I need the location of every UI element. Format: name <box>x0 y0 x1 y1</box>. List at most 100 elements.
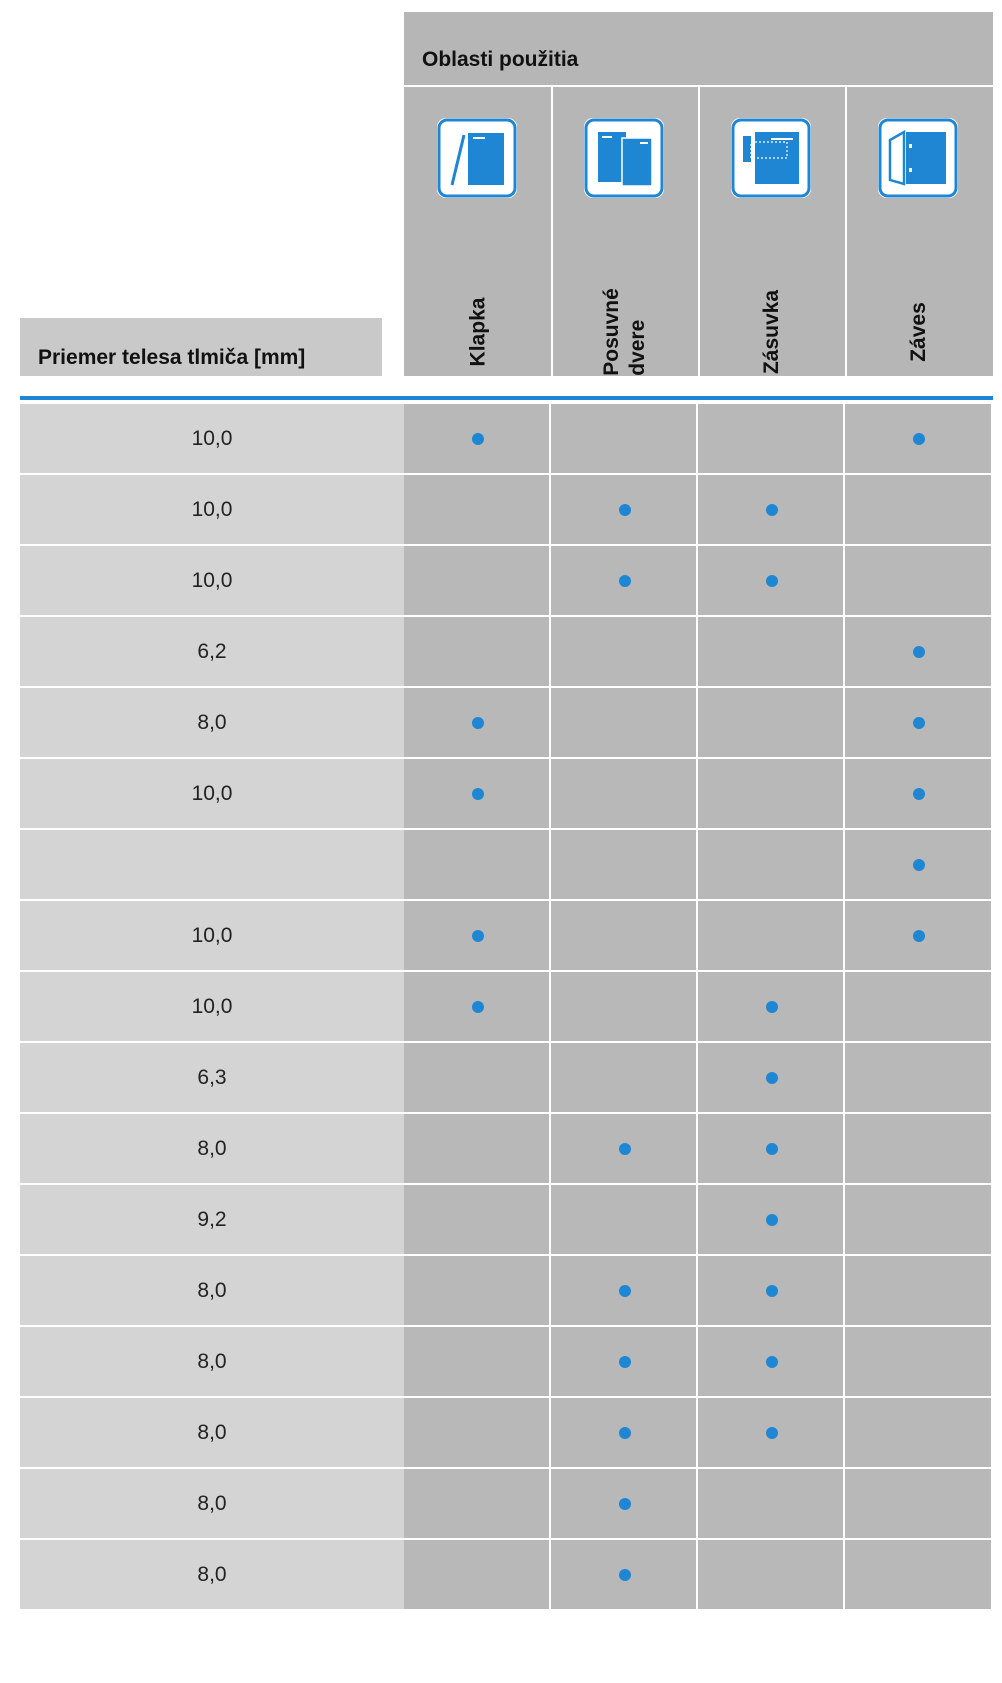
application-cell <box>404 688 549 757</box>
application-cell <box>404 546 549 615</box>
header-rule <box>20 396 993 400</box>
application-cell <box>845 688 991 757</box>
diameter-cell: 6,3 <box>20 1043 404 1112</box>
diameter-value: 10,0 <box>191 497 233 521</box>
application-cell <box>551 1043 696 1112</box>
column-divider <box>551 87 553 376</box>
applicable-dot <box>766 1426 778 1439</box>
applicable-dot <box>472 716 484 729</box>
application-cell <box>551 1185 696 1254</box>
application-cell <box>404 617 549 686</box>
applicable-dot <box>766 1071 778 1084</box>
diameter-cell: 6,2 <box>20 617 404 686</box>
applicable-dot <box>472 432 484 445</box>
application-cell <box>551 1469 696 1538</box>
diameter-cell: 8,0 <box>20 1469 404 1538</box>
applicable-dot <box>766 1355 778 1368</box>
table-row: 8,0 <box>20 1398 993 1467</box>
applicable-dot <box>766 574 778 587</box>
diameter-value: 8,0 <box>197 1562 227 1586</box>
column-label-drawer: Zásuvka <box>760 289 783 375</box>
column-label-flap: Klapka <box>466 297 489 367</box>
diameter-value: 8,0 <box>197 1278 227 1302</box>
diameter-value: 9,2 <box>197 1207 227 1231</box>
application-cell <box>404 1398 549 1467</box>
diameter-value: 10,0 <box>191 426 233 450</box>
diameter-cell: 9,2 <box>20 1185 404 1254</box>
application-cell <box>551 1540 696 1609</box>
diameter-cell <box>20 830 404 899</box>
column-label-sliding-door: Posuvné dvere <box>551 288 699 376</box>
application-cell <box>551 1256 696 1325</box>
diameter-cell: 10,0 <box>20 404 404 473</box>
diameter-cell: 8,0 <box>20 688 404 757</box>
application-cell <box>404 1185 549 1254</box>
application-cell <box>698 617 843 686</box>
application-areas-header: Oblasti použitia <box>404 12 993 376</box>
application-cell <box>845 901 991 970</box>
table-row: 8,0 <box>20 688 993 757</box>
diameter-value: 8,0 <box>197 1136 227 1160</box>
diameter-cell: 8,0 <box>20 1398 404 1467</box>
hinge-icon <box>878 118 958 198</box>
application-cell <box>551 404 696 473</box>
application-cell <box>845 546 991 615</box>
table-row: 10,0 <box>20 901 993 970</box>
application-cell <box>551 475 696 544</box>
diameter-value: 10,0 <box>191 994 233 1018</box>
application-cell <box>698 1327 843 1396</box>
diameter-value: 10,0 <box>191 781 233 805</box>
diameter-cell: 10,0 <box>20 901 404 970</box>
applicable-dot <box>766 503 778 516</box>
table-row: 10,0 <box>20 972 993 1041</box>
application-cell <box>698 972 843 1041</box>
application-cell <box>404 1256 549 1325</box>
applicable-dot <box>619 1284 631 1297</box>
table-row: 10,0 <box>20 759 993 828</box>
applicable-dot <box>472 929 484 942</box>
header-separator <box>404 85 993 87</box>
application-cell <box>845 1327 991 1396</box>
application-cell <box>551 901 696 970</box>
diameter-cell: 10,0 <box>20 972 404 1041</box>
drawer-icon <box>731 118 811 198</box>
application-cell <box>698 1256 843 1325</box>
application-cell <box>698 1114 843 1183</box>
diameter-value: 6,2 <box>197 639 227 663</box>
application-cell <box>698 688 843 757</box>
diameter-value: 6,3 <box>197 1065 227 1089</box>
application-cell <box>551 546 696 615</box>
diameter-cell: 10,0 <box>20 759 404 828</box>
application-cell <box>404 1540 549 1609</box>
application-cell <box>551 688 696 757</box>
application-cell <box>845 1185 991 1254</box>
table-row: 10,0 <box>20 546 993 615</box>
diameter-header-label: Priemer telesa tlmiča [mm] <box>38 346 306 369</box>
application-cell <box>404 1043 549 1112</box>
table-row: 6,2 <box>20 617 993 686</box>
applicable-dot <box>619 1568 631 1581</box>
applicable-dot <box>766 1284 778 1297</box>
sliding-door-icon <box>584 118 664 198</box>
application-cell <box>698 1540 843 1609</box>
application-areas-title: Oblasti použitia <box>422 48 579 71</box>
application-cell <box>845 404 991 473</box>
applicable-dot <box>913 787 925 800</box>
table-row: 8,0 <box>20 1327 993 1396</box>
table-row: 8,0 <box>20 1114 993 1183</box>
application-cell <box>404 1469 549 1538</box>
application-cell <box>845 475 991 544</box>
diameter-cell: 8,0 <box>20 1327 404 1396</box>
applicable-dot <box>472 787 484 800</box>
application-cell <box>845 1398 991 1467</box>
application-cell <box>845 1540 991 1609</box>
application-cell <box>845 617 991 686</box>
application-cell <box>845 1256 991 1325</box>
diameter-value: 8,0 <box>197 1349 227 1373</box>
table-row: 6,3 <box>20 1043 993 1112</box>
table-row: 9,2 <box>20 1185 993 1254</box>
application-cell <box>404 475 549 544</box>
application-cell <box>845 759 991 828</box>
diameter-value: 8,0 <box>197 710 227 734</box>
application-cell <box>551 759 696 828</box>
